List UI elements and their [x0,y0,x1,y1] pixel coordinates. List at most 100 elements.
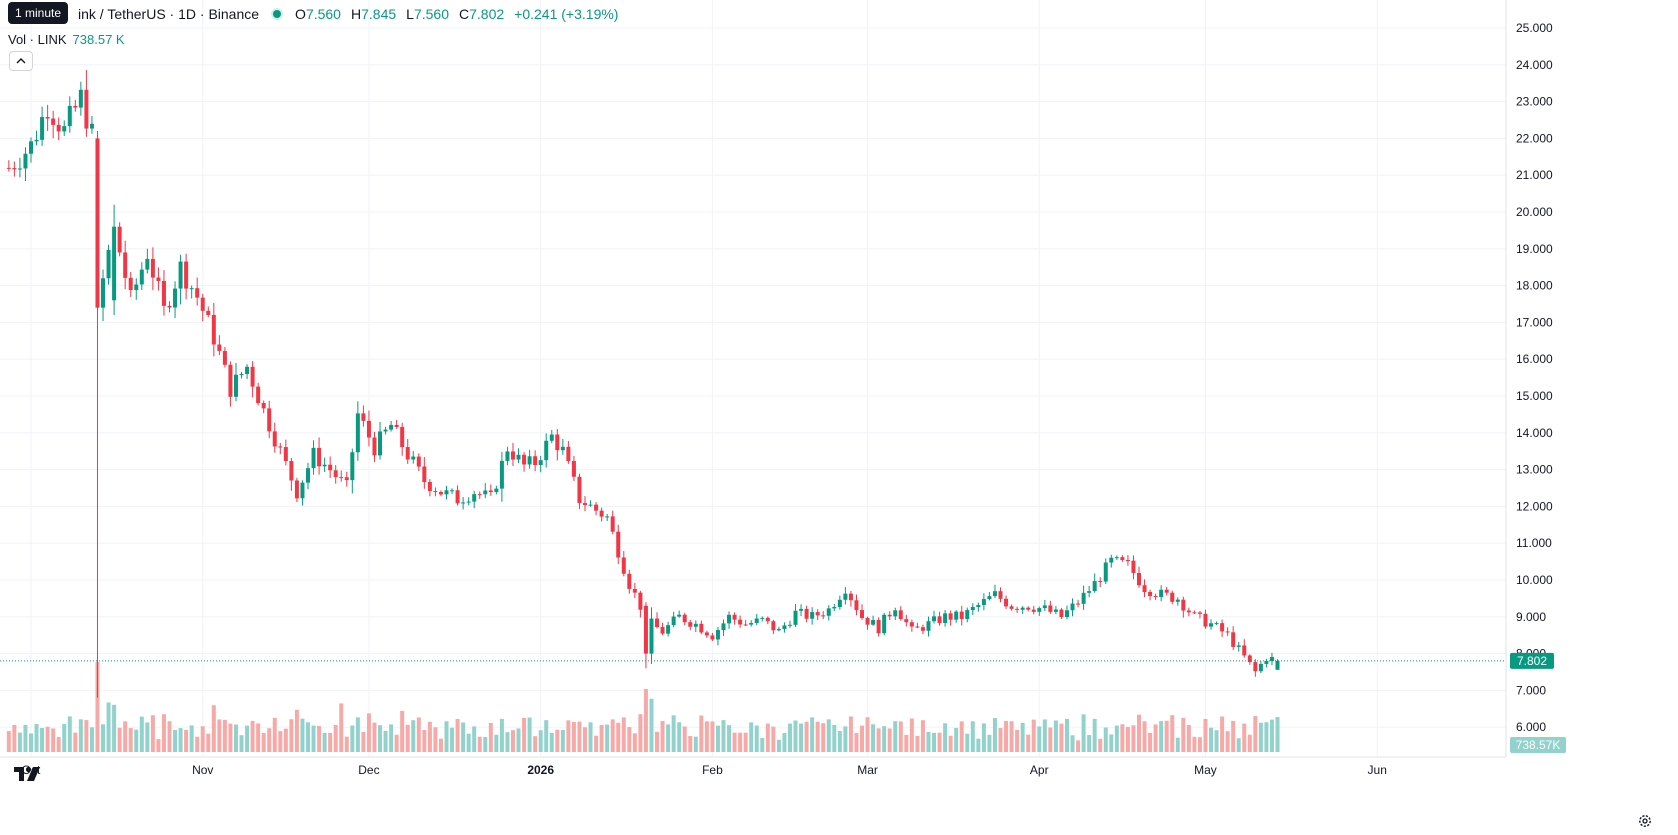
candle-body [1153,596,1158,598]
volume-bar [40,728,45,752]
volume-bar [1164,720,1169,752]
volume-bar [804,721,809,752]
candle-body [920,627,925,631]
collapse-legend-button[interactable] [9,51,33,71]
volume-bar [344,736,349,752]
candle-body [261,403,266,409]
volume-bar [1225,731,1230,752]
candle-body [959,611,964,619]
candle-body [461,502,466,504]
candle-body [455,490,460,504]
volume-bar [283,728,288,752]
candle-body [987,596,992,600]
volume-bar [677,722,682,752]
volume-title[interactable]: Vol · LINK [8,32,67,47]
symbol-title[interactable]: ink / TetherUS · 1D · Binance [78,6,260,22]
volume-bar [970,721,975,752]
volume-bar [245,725,250,752]
candle-body [306,468,310,483]
volume-bar [632,733,637,752]
candle-body [1081,592,1086,604]
candle-body [743,624,748,626]
candle-body [915,626,920,628]
price-tick-label: 18.000 [1516,279,1553,293]
volume-bar [544,720,549,752]
candle-body [754,618,759,623]
volume-bar [1125,726,1130,752]
volume-bar [372,722,377,752]
candle-body [361,413,366,421]
candle-body [450,490,455,492]
candle-body [627,573,632,589]
candle-body [776,629,781,631]
volume-bar [494,734,499,752]
candle-body [433,491,438,493]
candle-body [29,141,33,154]
candle-body [715,630,720,640]
volume-bar [533,736,538,752]
volume-bar [1070,735,1075,752]
candle-body [483,490,488,495]
candle-body [666,625,671,634]
candle-body [1114,557,1119,559]
candle-body [688,622,693,627]
candle-body [1059,609,1064,617]
volume-bar [278,731,283,752]
volume-bar [599,724,604,752]
candle-body [1225,631,1230,633]
volume-bar [1015,729,1020,752]
chart-settings-button[interactable] [1636,812,1654,830]
candle-body [1037,608,1042,612]
volume-bar [799,723,804,752]
volume-bar [311,725,316,752]
time-tick-label: Apr [1030,763,1049,777]
volume-bar [1220,716,1225,752]
volume-bar [588,722,593,752]
volume-bar [732,732,737,752]
volume-bar [267,728,272,752]
candle-body [643,605,648,654]
candle-body [67,105,72,127]
candle-body [954,611,959,620]
volume-bar [860,725,864,752]
candle-body [1236,645,1241,647]
price-tick-label: 20.000 [1516,205,1553,219]
candle-body [494,488,499,493]
tradingview-logo[interactable] [12,762,46,784]
candle-body [594,504,599,511]
candle-body [34,139,39,142]
volume-bar [738,732,743,752]
volume-bar [1170,715,1175,752]
volume-bar [821,723,826,752]
candle-body [566,446,571,462]
candle-body [804,608,809,619]
volume-bar [926,731,931,752]
candle-body [555,434,560,451]
volume-bar [854,733,859,752]
candle-body [1098,581,1103,583]
volume-bar [715,725,720,752]
price-tick-label: 13.000 [1516,463,1553,477]
volume-bar [1103,727,1108,752]
volume-bar [538,730,543,752]
close-value: C7.802 [459,6,505,22]
volume-bar [17,732,22,752]
volume-bar [438,738,443,752]
candle-body [1092,581,1097,592]
volume-bar [527,717,532,752]
candle-body [217,344,222,351]
volume-bar [383,730,388,752]
volume-bar [184,729,189,752]
volume-bar [832,724,837,752]
volume-bar [1159,721,1164,752]
price-tick-label: 22.000 [1516,131,1553,145]
volume-bar [920,720,925,752]
volume-bar [943,723,948,752]
candle-body [998,591,1003,599]
time-tick-label: Dec [358,763,379,777]
candle-body [167,305,172,308]
candle-body [1142,585,1147,592]
candle-body [704,632,709,636]
candle-body [112,226,117,301]
